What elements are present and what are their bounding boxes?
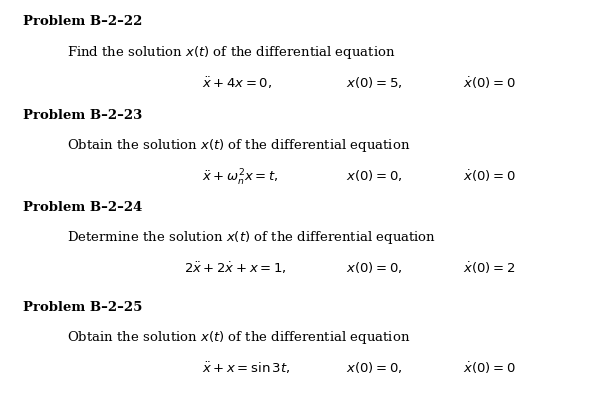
Text: Problem B–2–24: Problem B–2–24 xyxy=(23,201,143,214)
Text: $\dot{x}(0) = 0$: $\dot{x}(0) = 0$ xyxy=(463,360,516,376)
Text: $x(0) = 5,$: $x(0) = 5,$ xyxy=(346,75,403,90)
Text: Problem B–2–23: Problem B–2–23 xyxy=(23,109,143,122)
Text: Problem B–2–25: Problem B–2–25 xyxy=(23,301,143,314)
Text: Obtain the solution $x(t)$ of the differential equation: Obtain the solution $x(t)$ of the differ… xyxy=(67,329,411,347)
Text: $\dot{x}(0) = 2$: $\dot{x}(0) = 2$ xyxy=(463,260,515,275)
Text: $\ddot{x} + 4x = 0,$: $\ddot{x} + 4x = 0,$ xyxy=(202,75,273,91)
Text: $\ddot{x} + \omega_n^2 x = t,$: $\ddot{x} + \omega_n^2 x = t,$ xyxy=(202,168,279,188)
Text: Obtain the solution $x(t)$ of the differential equation: Obtain the solution $x(t)$ of the differ… xyxy=(67,137,411,154)
Text: Determine the solution $x(t)$ of the differential equation: Determine the solution $x(t)$ of the dif… xyxy=(67,229,436,246)
Text: $\dot{x}(0) = 0$: $\dot{x}(0) = 0$ xyxy=(463,168,516,184)
Text: Problem B–2–22: Problem B–2–22 xyxy=(23,15,143,28)
Text: $2\ddot{x} + 2\dot{x} + x = 1,$: $2\ddot{x} + 2\dot{x} + x = 1,$ xyxy=(184,260,286,275)
Text: $x(0) = 0,$: $x(0) = 0,$ xyxy=(346,260,403,275)
Text: $x(0) = 0,$: $x(0) = 0,$ xyxy=(346,168,403,183)
Text: $\ddot{x} + x = \sin 3t,$: $\ddot{x} + x = \sin 3t,$ xyxy=(202,360,291,376)
Text: $\dot{x}(0) = 0$: $\dot{x}(0) = 0$ xyxy=(463,75,516,91)
Text: Find the solution $x(t)$ of the differential equation: Find the solution $x(t)$ of the differen… xyxy=(67,44,396,61)
Text: $x(0) = 0,$: $x(0) = 0,$ xyxy=(346,360,403,375)
